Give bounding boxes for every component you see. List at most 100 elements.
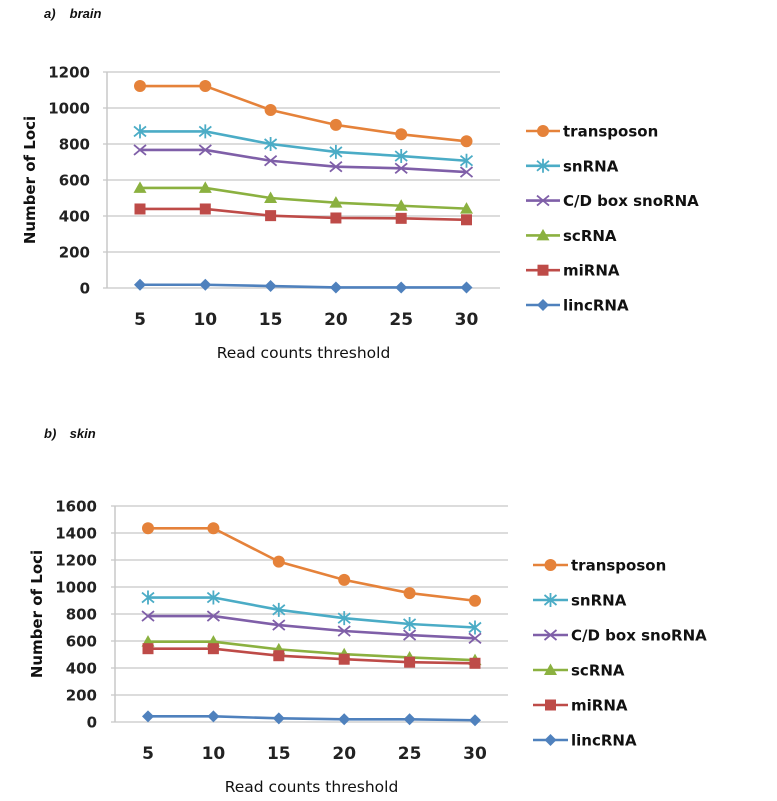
data-point-lincrna	[329, 281, 342, 294]
data-point-transposon-shape	[272, 555, 285, 568]
data-point-transposon-shape	[338, 573, 351, 586]
data-point-mirna	[469, 657, 481, 669]
data-point-snrna-shape	[264, 137, 278, 151]
data-point-mirna	[273, 650, 285, 662]
data-point-c-d-box-snorna-shape	[272, 619, 286, 631]
data-point-snrna	[403, 616, 417, 631]
data-point-lincrna-shape	[199, 278, 212, 291]
series-snrna	[133, 124, 474, 168]
data-point-c-d-box-snorna-shape	[468, 632, 482, 644]
data-point-scrna-shape	[460, 202, 473, 214]
legend-marker-shape	[537, 125, 549, 137]
data-point-c-d-box-snorna	[394, 162, 408, 174]
x-tick-label: 10	[193, 310, 217, 330]
y-tick-label: 1000	[48, 100, 90, 118]
data-point-transposon-shape	[199, 80, 212, 93]
data-point-mirna-shape	[207, 643, 219, 655]
y-tick-label: 800	[66, 606, 97, 624]
data-point-transposon-shape	[142, 522, 154, 535]
series-line-snrna	[140, 130, 467, 163]
series-line-scrna	[148, 640, 476, 662]
legend-label: C/D box snoRNA	[571, 627, 707, 645]
data-point-mirna	[265, 210, 277, 222]
data-point-transposon	[207, 522, 220, 535]
y-tick-label: 1200	[48, 64, 90, 82]
data-point-scrna	[198, 181, 212, 193]
data-point-snrna	[337, 611, 351, 626]
data-point-lincrna-shape	[395, 281, 408, 294]
data-point-mirna-shape	[134, 203, 146, 215]
x-axis-title: Read counts threshold	[217, 344, 391, 362]
legend-marker-shape	[544, 559, 557, 571]
data-point-c-d-box-snorna	[264, 155, 278, 167]
series-lincrna	[134, 278, 473, 294]
data-point-scrna-shape	[133, 181, 147, 193]
data-point-transposon-shape	[134, 80, 146, 93]
data-point-c-d-box-snorna-shape	[198, 144, 212, 156]
data-point-mirna-shape	[265, 210, 277, 222]
data-point-snrna-shape	[141, 590, 155, 605]
data-point-c-d-box-snorna-shape	[394, 162, 408, 174]
data-point-scrna	[460, 202, 473, 214]
series-line-c-d-box-snorna	[140, 148, 467, 174]
series-c-d-box-snorna	[141, 610, 482, 644]
y-axis-title: Number of Loci	[28, 550, 46, 678]
data-point-scrna	[133, 181, 147, 193]
data-point-c-d-box-snorna	[459, 166, 474, 178]
data-point-snrna	[329, 144, 343, 159]
legend: transposon snRNA C/D box snoRNA scRNA miRNA l…	[526, 123, 699, 315]
panel-b-label: b)	[44, 426, 57, 441]
x-tick-label: 20	[332, 744, 356, 764]
data-point-mirna-shape	[338, 653, 350, 665]
x-tick-label: 20	[324, 310, 348, 330]
data-point-mirna-shape	[461, 214, 472, 226]
data-point-c-d-box-snorna	[206, 610, 220, 622]
data-point-c-d-box-snorna-shape	[206, 610, 220, 622]
y-tick-label: 1600	[55, 498, 97, 516]
data-point-lincrna	[134, 278, 146, 291]
data-point-snrna	[141, 590, 155, 605]
data-point-snrna	[394, 149, 408, 164]
data-point-lincrna	[264, 280, 277, 293]
data-point-scrna	[264, 191, 278, 203]
data-point-snrna-shape	[198, 124, 212, 139]
x-tick-label: 5	[142, 744, 154, 764]
data-point-transposon	[142, 522, 154, 535]
data-point-c-d-box-snorna-shape	[337, 625, 351, 637]
data-point-lincrna-shape	[460, 281, 473, 294]
data-point-scrna	[329, 196, 343, 208]
series-line-lincrna	[140, 283, 467, 289]
legend-marker	[544, 734, 557, 746]
y-tick-label: 1200	[55, 552, 97, 570]
legend-label: miRNA	[571, 697, 628, 715]
series-line-snrna	[148, 596, 476, 629]
legend-marker-shape	[544, 663, 557, 675]
data-point-lincrna	[207, 710, 220, 723]
data-point-mirna-shape	[199, 203, 211, 215]
legend-item-mirna: miRNA	[533, 697, 628, 715]
data-point-mirna-shape	[142, 643, 154, 655]
x-tick-label: 30	[463, 744, 487, 764]
legend-marker	[537, 299, 549, 311]
legend-label: lincRNA	[563, 297, 629, 315]
series-transposon	[142, 522, 481, 607]
data-point-c-d-box-snorna-shape	[459, 166, 474, 178]
data-point-snrna	[264, 137, 278, 151]
data-point-mirna	[330, 212, 342, 224]
data-point-scrna	[394, 199, 408, 211]
legend-marker	[537, 264, 549, 276]
legend-marker-shape	[536, 158, 550, 173]
panel-b-title: b) skin	[44, 426, 96, 441]
data-point-mirna-shape	[273, 650, 285, 662]
x-tick-label: 25	[389, 310, 413, 330]
data-point-lincrna-shape	[272, 712, 285, 725]
data-point-mirna	[207, 643, 219, 655]
data-point-transposon-shape	[403, 587, 416, 600]
legend-marker	[536, 228, 550, 241]
data-point-transposon-shape	[264, 103, 277, 116]
legend-marker	[544, 663, 557, 675]
data-point-snrna-shape	[468, 620, 482, 635]
series-line-c-d-box-snorna	[148, 614, 476, 640]
series-line-transposon	[140, 84, 467, 143]
